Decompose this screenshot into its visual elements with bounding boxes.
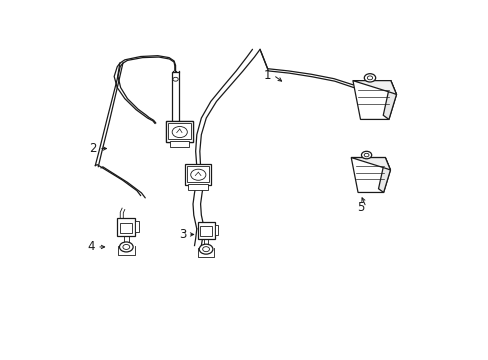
Text: 3: 3 bbox=[178, 228, 186, 241]
Circle shape bbox=[364, 153, 368, 157]
Circle shape bbox=[364, 74, 375, 82]
Bar bbox=[197, 222, 214, 239]
Bar bbox=[166, 121, 193, 141]
Text: 1: 1 bbox=[264, 68, 271, 82]
Text: 2: 2 bbox=[89, 142, 97, 155]
Bar bbox=[170, 141, 189, 147]
Circle shape bbox=[172, 126, 187, 138]
Circle shape bbox=[366, 76, 372, 80]
Circle shape bbox=[122, 244, 129, 249]
Bar bbox=[214, 225, 218, 235]
Text: 5: 5 bbox=[356, 201, 364, 214]
Polygon shape bbox=[172, 72, 179, 132]
Bar bbox=[117, 218, 135, 236]
Circle shape bbox=[119, 242, 133, 252]
Bar bbox=[120, 223, 132, 233]
Circle shape bbox=[361, 151, 371, 159]
Circle shape bbox=[173, 77, 178, 81]
Bar bbox=[135, 221, 139, 232]
Bar bbox=[168, 123, 191, 139]
Polygon shape bbox=[352, 81, 396, 120]
Circle shape bbox=[190, 169, 205, 180]
Bar bbox=[200, 226, 211, 236]
Polygon shape bbox=[383, 81, 396, 120]
Polygon shape bbox=[166, 121, 193, 141]
Bar bbox=[187, 166, 209, 183]
Circle shape bbox=[199, 244, 212, 254]
Text: 4: 4 bbox=[87, 240, 95, 253]
Polygon shape bbox=[378, 158, 389, 193]
Bar bbox=[188, 184, 208, 190]
Polygon shape bbox=[350, 158, 389, 170]
Polygon shape bbox=[352, 81, 396, 94]
Circle shape bbox=[202, 247, 209, 252]
Polygon shape bbox=[350, 158, 389, 193]
Bar bbox=[185, 164, 211, 185]
